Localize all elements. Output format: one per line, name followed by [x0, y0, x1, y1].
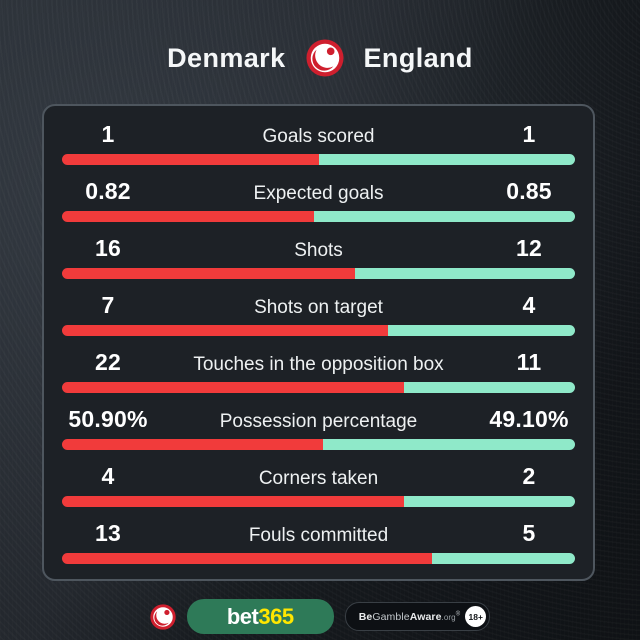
home-bar-segment — [62, 267, 355, 279]
stat-line: 4 Corners taken 2 — [62, 463, 575, 490]
away-stat-value: 4 — [522, 291, 536, 318]
away-stat-value: 2 — [522, 463, 536, 490]
stat-label: Touches in the opposition box — [193, 354, 444, 376]
stat-row: 1 Goals scored 1 — [62, 114, 575, 171]
home-bar-segment — [62, 439, 324, 451]
bet365-word-365: 365 — [258, 603, 294, 629]
stat-line: 1 Goals scored 1 — [62, 121, 575, 148]
home-stat-value: 50.90% — [68, 406, 148, 433]
home-team-name: Denmark — [167, 42, 286, 73]
home-bar-segment — [62, 153, 319, 165]
bet365-swirl-logo-icon — [305, 39, 344, 77]
stat-comparison-bar — [62, 153, 575, 165]
away-bar-segment — [318, 153, 575, 165]
home-stat-value: 16 — [95, 234, 121, 261]
bet365-wordmark: bet365 — [227, 604, 294, 630]
home-stat-value: 7 — [101, 291, 115, 318]
stat-label: Fouls committed — [248, 525, 389, 547]
away-team-name: England — [363, 42, 473, 73]
stats-panel: 1 Goals scored 1 0.82 Expected goals 0.8… — [42, 104, 595, 581]
stat-line: 50.90% Possession percentage 49.10% — [62, 406, 575, 433]
stat-row: 50.90% Possession percentage 49.10% — [62, 400, 575, 457]
stat-label: Possession percentage — [219, 411, 418, 433]
away-bar-segment — [432, 553, 575, 565]
away-stat-value: 11 — [516, 349, 542, 376]
footer-branding: bet365 BeGambleAware.org® 18+ — [0, 599, 640, 634]
begambleaware-badge[interactable]: BeGambleAware.org® 18+ — [344, 602, 491, 631]
stat-label: Corners taken — [258, 468, 379, 490]
home-stat-value: 4 — [101, 463, 115, 490]
stat-comparison-bar — [62, 324, 575, 336]
stat-row: 4 Corners taken 2 — [62, 457, 575, 514]
stat-comparison-bar — [62, 496, 575, 508]
stat-line: 0.82 Expected goals 0.85 — [62, 178, 575, 205]
match-header: Denmark England — [0, 36, 640, 80]
home-stat-value: 1 — [101, 120, 115, 147]
away-bar-segment — [404, 382, 575, 394]
home-stat-value: 0.82 — [85, 177, 131, 204]
stat-label: Shots on target — [254, 296, 383, 318]
stat-label: Shots — [294, 239, 343, 261]
home-bar-segment — [62, 496, 405, 508]
stat-comparison-bar — [62, 267, 575, 279]
stat-label: Expected goals — [253, 182, 384, 204]
away-bar-segment — [354, 267, 575, 279]
away-bar-segment — [388, 324, 575, 336]
away-stat-value: 1 — [522, 120, 536, 147]
bet365-button[interactable]: bet365 — [186, 599, 334, 634]
away-bar-segment — [323, 439, 575, 451]
home-stat-value: 13 — [95, 520, 121, 547]
stat-line: 16 Shots 12 — [62, 235, 575, 262]
stat-line: 7 Shots on target 4 — [62, 292, 575, 319]
stat-row: 7 Shots on target 4 — [62, 285, 575, 342]
home-bar-segment — [62, 382, 405, 394]
stat-line: 22 Touches in the opposition box 11 — [62, 349, 575, 376]
age-18-badge: 18+ — [465, 606, 487, 627]
stat-row: 22 Touches in the opposition box 11 — [62, 343, 575, 400]
stat-row: 16 Shots 12 — [62, 228, 575, 285]
bet365-word-bet: bet — [226, 603, 259, 629]
stat-comparison-bar — [62, 553, 575, 565]
away-stat-value: 12 — [516, 234, 542, 261]
stat-comparison-bar — [62, 439, 575, 451]
stat-comparison-bar — [62, 382, 575, 394]
stat-label: Goals scored — [262, 125, 375, 147]
stat-row: 13 Fouls committed 5 — [62, 514, 575, 571]
begambleaware-text: BeGambleAware.org® — [358, 610, 461, 623]
home-bar-segment — [62, 553, 433, 565]
away-stat-value: 0.85 — [506, 177, 552, 204]
home-bar-segment — [62, 210, 314, 222]
stat-row: 0.82 Expected goals 0.85 — [62, 171, 575, 228]
away-bar-segment — [404, 496, 575, 508]
home-bar-segment — [62, 324, 389, 336]
away-stat-value: 5 — [522, 520, 536, 547]
away-stat-value: 49.10% — [489, 406, 569, 433]
away-bar-segment — [313, 210, 575, 222]
stat-comparison-bar — [62, 210, 575, 222]
bet365-swirl-logo-icon — [150, 603, 176, 630]
home-stat-value: 22 — [95, 349, 121, 376]
stat-line: 13 Fouls committed 5 — [62, 520, 575, 547]
